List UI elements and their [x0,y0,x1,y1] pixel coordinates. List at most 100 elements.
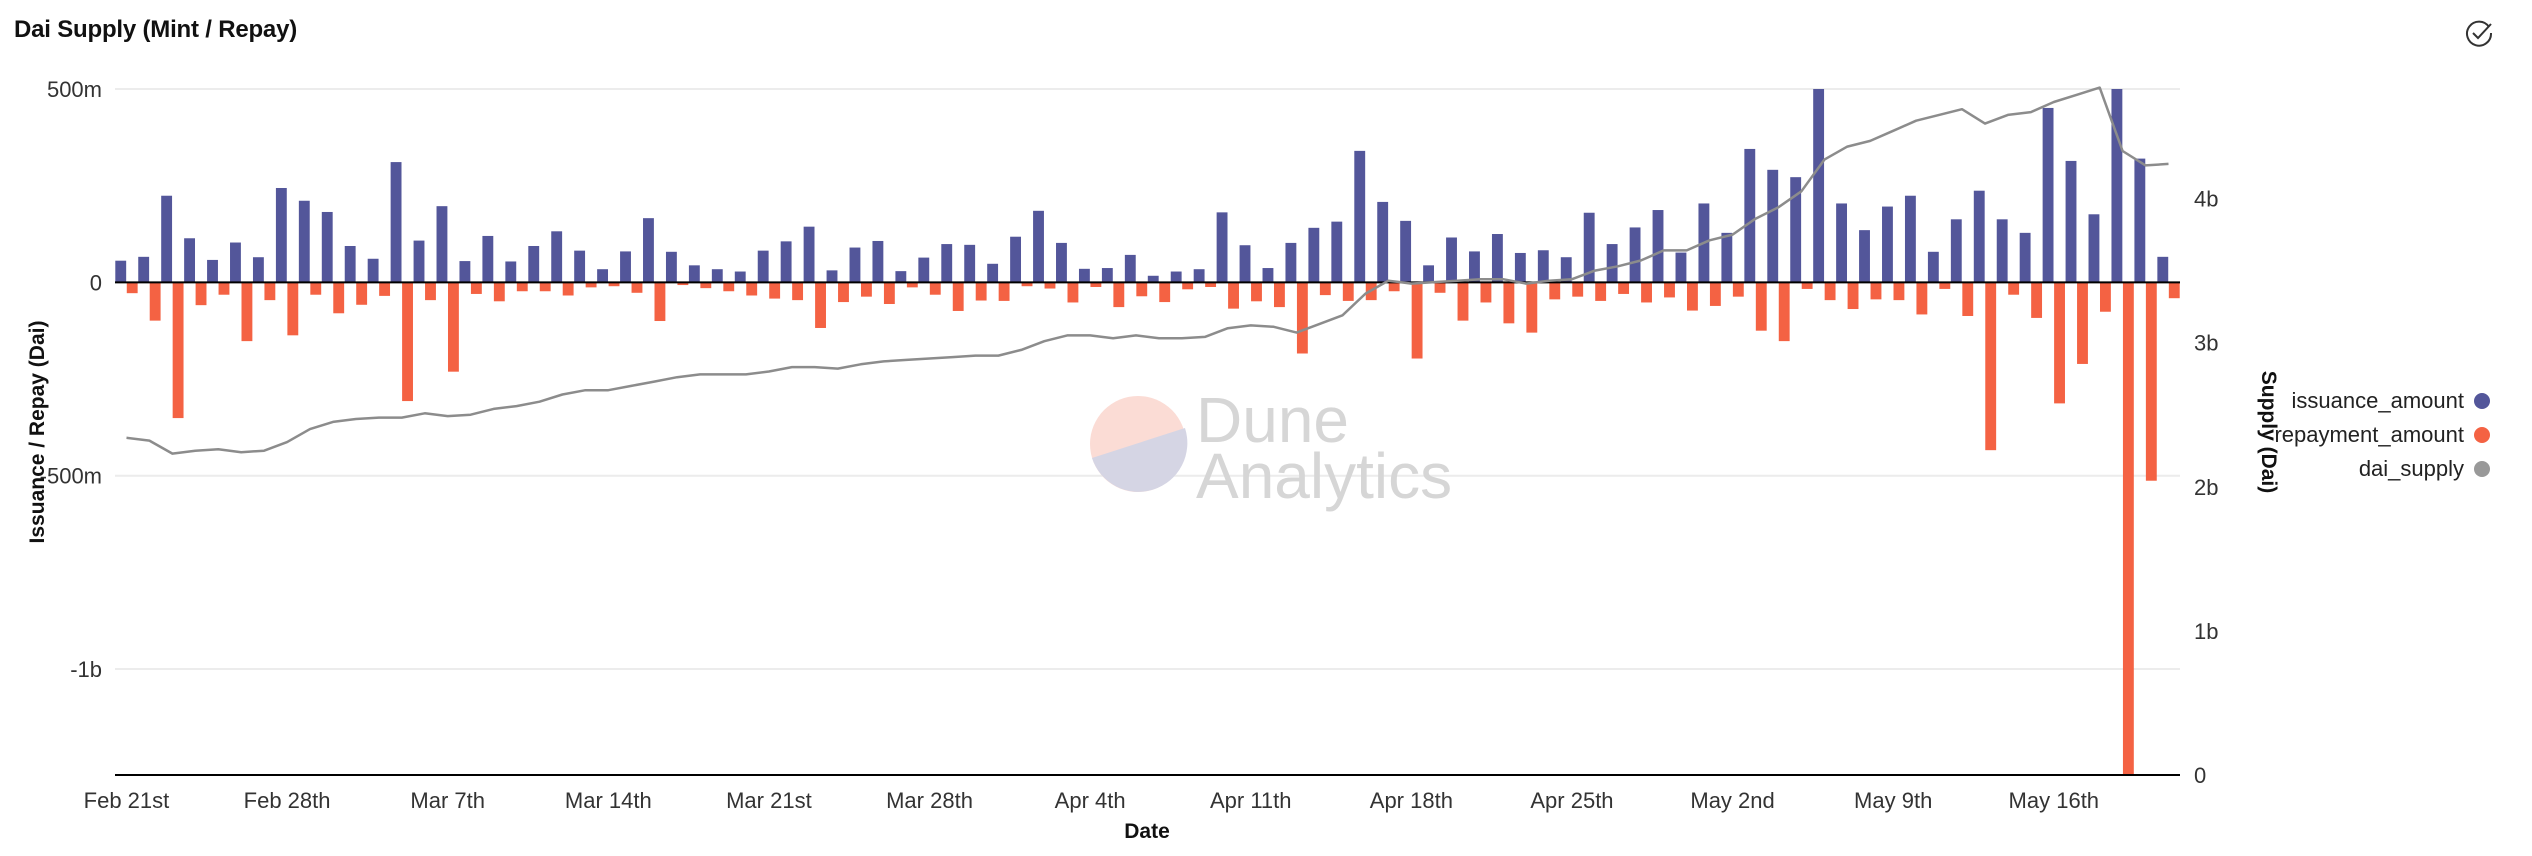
issuance-bar [1193,269,1205,283]
issuance-bar [1469,251,1480,283]
repayment-bar [700,282,712,289]
issuance-bar [1377,201,1389,283]
issuance-bar [757,250,769,283]
issuance-bar [1675,252,1687,283]
repayment-bar [516,282,528,292]
y-axis-right-title: Supply (Dai) [2257,371,2280,494]
repayment-bar [149,282,161,321]
issuance-bar [2088,214,2100,283]
repayment-bar [1939,282,1951,289]
repayment-bar [1182,282,1194,290]
repayment-bar [1021,282,1033,287]
repayment-bar [539,282,551,292]
issuance-bar [826,270,838,283]
repayment-bar [608,282,620,287]
repayment-bar [333,282,345,314]
repayment-bar [1893,282,1905,301]
issuance-bar [665,251,677,283]
repayment-bar [2099,282,2111,312]
legend: issuance_amount repayment_amount dai_sup… [2262,384,2490,486]
repayment-bar [493,282,505,302]
repayment-bar [172,282,184,419]
issuance-bar [1101,268,1113,283]
issuance-bar [321,211,333,283]
legend-dot-issuance [2474,393,2490,409]
issuance-bar [964,244,976,283]
repayment-bar [1686,282,1698,311]
issuance-bar [2111,89,2123,283]
issuance-bar [987,263,999,283]
legend-label: dai_supply [2358,456,2464,481]
repayment-bar [562,282,574,296]
check-circle-icon[interactable] [2464,18,2494,48]
issuance-bar [390,162,402,283]
y-right-tick-label: 4b [2194,187,2218,212]
issuance-bar [505,261,517,283]
legend-label: issuance_amount [2291,388,2464,413]
issuance-bar [1973,190,1985,283]
issuance-bar [1010,236,1022,283]
issuance-bar [872,240,884,283]
repayment-bar [447,282,459,372]
repayment-bar [1411,282,1423,359]
repayment-bar [2031,282,2043,318]
repayment-bar [1503,282,1515,324]
repayment-bar [1251,282,1262,302]
repayment-bar [1916,282,1928,315]
issuance-bar [1514,252,1526,283]
repayment-bar [356,282,368,305]
repayment-bar [1549,282,1561,300]
repayment-bar [1067,282,1079,303]
repayment-bar [1273,282,1285,308]
y-left-tick-label: -500m [40,464,102,489]
issuance-bar [1423,265,1435,283]
repayment-bar [1801,282,1813,289]
legend-dot-supply [2474,461,2490,477]
issuance-bar [803,226,815,283]
repayment-bar [860,282,872,297]
issuance-bar [367,258,379,283]
x-tick-label: Feb 28th [244,788,331,813]
repayment-bar [1388,282,1400,292]
legend-item-supply[interactable]: dai_supply [2262,452,2490,486]
watermark-line2: Analytics [1196,440,1452,512]
issuance-bar [1537,250,1549,283]
tick-labels: 500m 0 -500m -1b 0 1b 2b 3b 4b Feb 21st Feb 28th Ma… [40,77,2219,813]
x-tick-label: Mar 28th [886,788,973,813]
issuance-bar [1996,219,2008,283]
watermark-line1: Dune [1196,384,1349,456]
repayment-bar [1136,282,1148,297]
repayment-bar [2168,282,2180,299]
issuance-bar [849,247,861,283]
issuance-bar [1721,232,1733,283]
repayment-bar [379,282,391,296]
repayment-bar [929,282,941,295]
issuance-bar [574,250,586,283]
legend-label: repayment_amount [2274,422,2464,447]
issuance-bar [643,218,654,283]
y-right-tick-label: 0 [2194,763,2206,788]
issuance-bar [252,257,264,283]
repayment-bar [2054,282,2065,404]
issuance-bar [436,206,448,283]
issuance-bar [1078,268,1090,283]
x-axis-title: Date [1124,820,1170,843]
repayment-bar [1526,282,1538,333]
x-tick-label: May 2nd [1690,788,1774,813]
x-tick-label: Apr 4th [1055,788,1126,813]
repayment-bar [1296,282,1308,354]
issuance-bar [1606,244,1618,283]
repayment-bar [1480,282,1492,303]
issuance-bar [1400,220,1412,283]
issuance-bar [459,261,471,283]
issuance-bar [482,235,494,283]
legend-item-repayment[interactable]: repayment_amount [2262,418,2490,452]
issuance-bar [895,271,907,283]
issuance-bar [2019,232,2031,283]
legend-item-issuance[interactable]: issuance_amount [2262,384,2490,418]
issuance-bar [161,195,173,283]
repayment-bar [1618,282,1630,294]
repayment-bar [746,282,758,296]
issuance-bar [1882,206,1893,283]
